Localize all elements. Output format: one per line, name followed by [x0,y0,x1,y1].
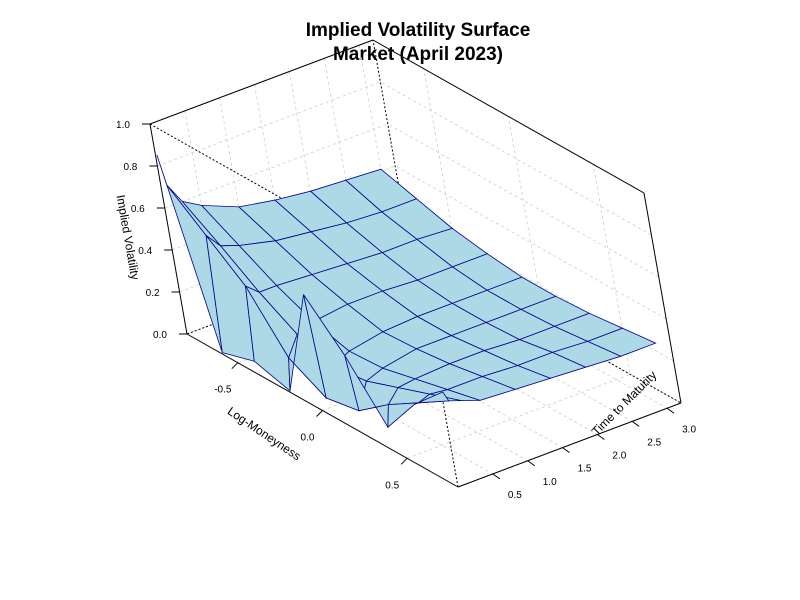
y-tick-label: 2.0 [612,451,626,462]
box-edge [643,192,682,404]
z-tick-label: 0.2 [146,288,160,299]
box-edge [457,402,682,488]
x-tick-mark [400,457,408,465]
grid-line-y [184,110,494,475]
y-tick-mark [562,447,570,454]
x-tick-label: -0.5 [214,385,232,396]
y-tick-mark [597,434,605,440]
x-tick-label: 0.0 [301,433,315,444]
y-tick-mark [527,460,535,467]
grid-line-x [407,164,631,459]
z-tick-label: 0.6 [131,204,145,215]
y-tick-label: 3.0 [682,424,696,435]
chart-title: Implied Volatility Surface [306,20,531,41]
y-tick-label: 1.0 [543,477,557,488]
y-tick-label: 2.5 [647,437,661,448]
y-tick-label: 1.5 [578,464,592,475]
z-tick-label: 0.4 [138,246,152,257]
axis-ticks-layer: 0.0 0.2 0.4 0.6 0.8 1.0 -0.5 0.0 0.5 0.5 1.0 1.5 2.0… [116,120,696,501]
z-tick-label: 1.0 [116,120,130,131]
box-edge [149,39,374,125]
x-tick-mark [316,410,323,417]
y-tick-mark [631,420,640,427]
z-tick-label: 0.0 [153,330,167,341]
y-tick-mark [666,407,675,414]
y-tick-mark [492,473,501,480]
chart-subtitle: Market (April 2023) [333,44,503,65]
box-edge [372,39,411,251]
x-tick-label: 0.5 [385,480,399,491]
box-edge [149,123,188,335]
box-edge [372,39,645,194]
grid-line-y [219,97,528,462]
z-tick-label: 0.8 [123,162,137,173]
surface-layer [156,154,657,429]
x-tick-mark [231,362,239,370]
grid-line-z [164,123,659,278]
y-tick-label: 0.5 [508,490,522,501]
grid-line-z [157,81,652,236]
x-axis-label: Log-Moneyness [225,404,304,463]
surface-facet [414,391,450,405]
